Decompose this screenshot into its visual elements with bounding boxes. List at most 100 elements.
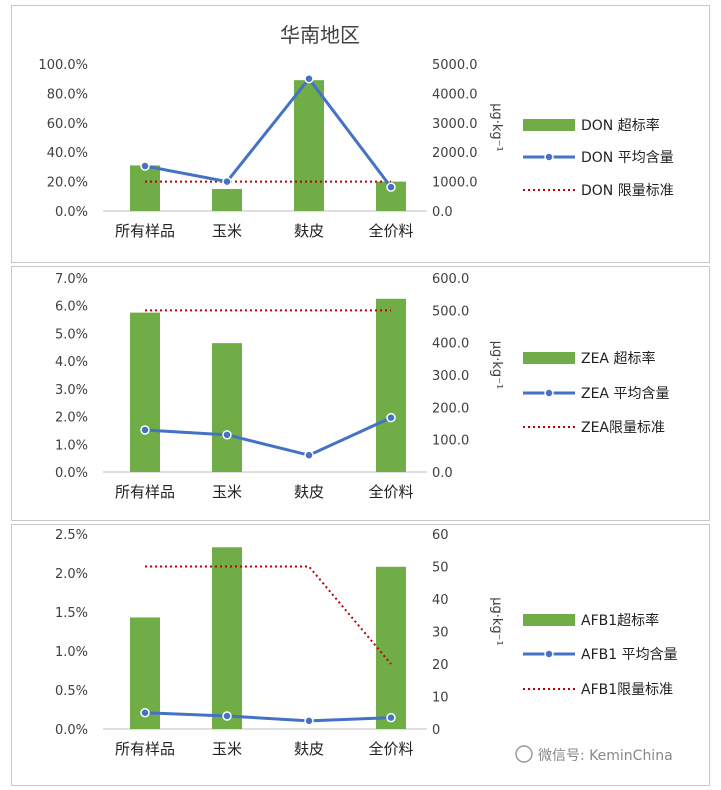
legend-swatch-marker bbox=[544, 388, 554, 398]
legend-swatch-marker bbox=[544, 649, 554, 659]
average-line bbox=[144, 76, 393, 189]
bar-4 bbox=[376, 566, 406, 729]
panel-border bbox=[11, 524, 710, 786]
average-point-3 bbox=[304, 716, 314, 726]
left-axis-tick-label: 2.0% bbox=[55, 567, 88, 582]
legend-swatch-bar bbox=[523, 119, 575, 131]
legend-swatch-marker bbox=[544, 152, 554, 162]
left-axis-tick-label: 0.0% bbox=[55, 466, 88, 481]
right-axis-tick-label: 20 bbox=[432, 658, 449, 673]
legend-label: DON 超标率 bbox=[581, 117, 660, 134]
panel-border bbox=[11, 5, 710, 263]
right-axis-tick-label: 0.0 bbox=[432, 205, 453, 220]
bar-4 bbox=[376, 298, 406, 472]
bar-1 bbox=[130, 312, 160, 472]
average-point-1 bbox=[140, 161, 150, 171]
left-axis-tick-label: 5.0% bbox=[55, 327, 88, 342]
legend-swatch-bar bbox=[523, 352, 575, 364]
left-axis-tick-label: 0.0% bbox=[55, 723, 88, 738]
average-point-2 bbox=[222, 176, 232, 187]
legend-label: DON 限量标准 bbox=[581, 183, 674, 199]
average-point-1 bbox=[140, 708, 150, 718]
right-axis-tick-label: 400.0 bbox=[432, 337, 469, 352]
left-axis-tick-label: 40.0% bbox=[47, 146, 88, 161]
right-axis-tick-label: 0.0 bbox=[432, 466, 453, 481]
category-label: 玉米 bbox=[212, 740, 242, 758]
right-axis-unit-label: μg·kg⁻¹ bbox=[489, 597, 504, 646]
right-axis-tick-label: 40 bbox=[432, 593, 449, 608]
left-axis-tick-label: 4.0% bbox=[55, 355, 88, 370]
chart-panel-1: 华南地区 0.0% 20.0% 40.0% 60.0% 80.0% 100.0% 0.0 100… bbox=[11, 5, 710, 263]
right-axis-tick-label: 0 bbox=[432, 723, 440, 738]
category-label: 麸皮 bbox=[294, 222, 324, 240]
category-label: 所有样品 bbox=[115, 740, 175, 758]
average-point-4 bbox=[386, 712, 396, 723]
left-axis-tick-label: 2.5% bbox=[55, 528, 88, 543]
panel-border bbox=[11, 266, 710, 521]
right-axis-tick-label: 30 bbox=[432, 626, 449, 641]
legend-label: ZEA 超标率 bbox=[581, 350, 655, 367]
legend: ZEA 超标率 ZEA 平均含量 ZEA限量标准 bbox=[523, 350, 669, 436]
bar-2 bbox=[212, 188, 242, 211]
right-axis-tick-label: 600.0 bbox=[432, 272, 469, 287]
legend-label: DON 平均含量 bbox=[581, 150, 674, 166]
left-axis-tick-label: 20.0% bbox=[47, 176, 88, 191]
legend-label: AFB1超标率 bbox=[581, 612, 659, 629]
left-axis-tick-label: 80.0% bbox=[47, 87, 88, 102]
average-point-1 bbox=[140, 425, 150, 435]
right-axis-tick-label: 3000.0 bbox=[432, 117, 478, 132]
right-axis-tick-label: 1000.0 bbox=[432, 176, 478, 191]
right-axis-tick-label: 4000.0 bbox=[432, 87, 478, 102]
left-axis-tick-label: 0.5% bbox=[55, 684, 88, 699]
bar-3 bbox=[294, 80, 324, 211]
right-axis-unit-label: μg·kg⁻¹ bbox=[489, 341, 504, 390]
category-label: 麸皮 bbox=[294, 740, 324, 758]
average-point-2 bbox=[222, 711, 232, 721]
category-label: 所有样品 bbox=[115, 222, 175, 240]
left-axis-tick-label: 100.0% bbox=[38, 58, 88, 73]
right-axis-tick-label: 2000.0 bbox=[432, 146, 478, 161]
legend: AFB1超标率 AFB1 平均含量 AFB1限量标准 bbox=[523, 612, 678, 698]
average-point-4 bbox=[386, 412, 396, 423]
left-axis-tick-label: 60.0% bbox=[47, 117, 88, 132]
left-axis-tick-label: 1.0% bbox=[55, 645, 88, 660]
right-axis-unit-label: μg·kg⁻¹ bbox=[489, 103, 504, 152]
right-axis-tick-label: 60 bbox=[432, 528, 449, 543]
watermark: 微信号: KeminChina bbox=[515, 745, 673, 764]
chart-title: 华南地区 bbox=[280, 23, 360, 47]
legend-label: AFB1 平均含量 bbox=[581, 647, 678, 663]
category-label: 全价料 bbox=[368, 740, 413, 758]
left-axis-tick-label: 2.0% bbox=[55, 411, 88, 426]
average-line bbox=[144, 711, 392, 723]
chart-panel-2: 0.0% 1.0% 2.0% 3.0% 4.0% 5.0% 6.0% 7.0% 0.0 100.0… bbox=[11, 266, 710, 521]
right-axis-tick-label: 300.0 bbox=[432, 369, 469, 384]
category-label: 麸皮 bbox=[294, 483, 324, 501]
average-point-4 bbox=[386, 182, 396, 192]
bar-2 bbox=[212, 547, 242, 729]
right-axis-tick-label: 100.0 bbox=[432, 434, 469, 449]
watermark-text: 微信号: KeminChina bbox=[538, 748, 673, 764]
legend-label: ZEA限量标准 bbox=[581, 420, 665, 436]
average-point-3 bbox=[304, 73, 314, 84]
average-line bbox=[144, 416, 392, 457]
left-axis-tick-label: 6.0% bbox=[55, 300, 88, 315]
left-axis-tick-label: 1.5% bbox=[55, 606, 88, 621]
left-axis-tick-label: 0.0% bbox=[55, 205, 88, 220]
legend-label: AFB1限量标准 bbox=[581, 682, 673, 698]
category-label: 玉米 bbox=[212, 222, 242, 240]
legend-swatch-bar bbox=[523, 614, 575, 626]
right-axis-tick-label: 10 bbox=[432, 691, 449, 706]
category-label: 全价料 bbox=[368, 222, 413, 240]
average-point-3 bbox=[304, 450, 314, 460]
right-axis-tick-label: 500.0 bbox=[432, 304, 469, 319]
legend-label: ZEA 平均含量 bbox=[581, 386, 669, 402]
right-axis-tick-label: 50 bbox=[432, 561, 449, 576]
left-axis-tick-label: 1.0% bbox=[55, 438, 88, 453]
wechat-icon bbox=[515, 745, 533, 763]
average-point-2 bbox=[222, 430, 232, 440]
chart-panel-3: 0.0% 0.5% 1.0% 1.5% 2.0% 2.5% 0 10 20 30 40 50 60 μg·… bbox=[11, 524, 710, 786]
category-label: 所有样品 bbox=[115, 483, 175, 501]
left-axis-tick-label: 3.0% bbox=[55, 383, 88, 398]
bar-2 bbox=[212, 343, 242, 472]
